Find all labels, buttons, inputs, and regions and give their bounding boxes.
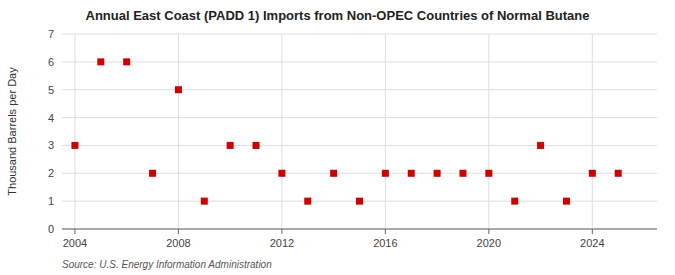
y-tick-label: 0 xyxy=(48,223,54,235)
x-tick xyxy=(488,229,489,234)
chart-container: Annual East Coast (PADD 1) Imports from … xyxy=(0,0,675,275)
points: 2004: 3 2005: 6 2006: 6 2007: 2 2008: 5 2009:… xyxy=(71,58,621,204)
point: 2005: 6 xyxy=(97,58,104,65)
x-tick-label: 2024 xyxy=(580,237,604,249)
point: 2018: 2 xyxy=(434,170,441,177)
x-tick-label: 2008 xyxy=(166,237,190,249)
y-tick-label: 7 xyxy=(48,28,54,40)
point: 2023: 1 xyxy=(563,198,570,205)
x-axis-line xyxy=(62,229,657,230)
y-axis-label: Thousand Barrels per Day xyxy=(6,67,18,196)
point: 2013: 1 xyxy=(304,198,311,205)
x-tick xyxy=(592,229,593,234)
x-grid-line xyxy=(178,34,179,229)
y-grid-line xyxy=(62,117,657,118)
title: Annual East Coast (PADD 1) Imports from … xyxy=(86,8,590,23)
point: 2017: 2 xyxy=(408,170,415,177)
y-tick-label: 5 xyxy=(48,84,54,96)
chart-svg: Annual East Coast (PADD 1) Imports from … xyxy=(0,0,675,275)
y-grid-line xyxy=(62,145,657,146)
point: 2021: 1 xyxy=(511,198,518,205)
point: 2014: 2 xyxy=(330,170,337,177)
point: 2016: 2 xyxy=(382,170,389,177)
y-grid-line xyxy=(62,34,657,35)
x-grid-line xyxy=(488,34,489,229)
x-tick-label: 2012 xyxy=(270,237,294,249)
x-grid-line xyxy=(281,34,282,229)
point: 2019: 2 xyxy=(459,170,466,177)
point: 2022: 3 xyxy=(537,142,544,149)
point: 2009: 1 xyxy=(201,198,208,205)
y-tick-label: 6 xyxy=(48,56,54,68)
point: 2006: 6 xyxy=(123,58,130,65)
x-tick xyxy=(281,229,282,234)
x-tick-label: 2004 xyxy=(63,237,87,249)
point: 2008: 5 xyxy=(175,86,182,93)
x-grid-line xyxy=(74,34,75,229)
point: 2007: 2 xyxy=(149,170,156,177)
y-grid-line xyxy=(62,229,657,230)
y-grid-line xyxy=(62,61,657,62)
x-tick xyxy=(178,229,179,234)
x-tick-label: 2020 xyxy=(477,237,501,249)
y-tick-label: 4 xyxy=(48,112,54,124)
point: 2010: 3 xyxy=(227,142,234,149)
y-grid-line xyxy=(62,89,657,90)
x-tick xyxy=(74,229,75,234)
point: 2015: 1 xyxy=(356,198,363,205)
y-tick-label: 3 xyxy=(48,139,54,151)
x-tick-label: 2016 xyxy=(373,237,397,249)
point: 2025: 2 xyxy=(615,170,622,177)
x-grid-line xyxy=(385,34,386,229)
x-grid-line xyxy=(592,34,593,229)
source-note: Source: U.S. Energy Information Administ… xyxy=(62,259,272,270)
y-tick-label: 1 xyxy=(48,195,54,207)
point: 2020: 2 xyxy=(485,170,492,177)
x-tick xyxy=(385,229,386,234)
point: 2024: 2 xyxy=(589,170,596,177)
point: 2004: 3 xyxy=(71,142,78,149)
point: 2011: 3 xyxy=(253,142,260,149)
axes: 0 1 2 3 4 5 6 7 2004 2008 2012 2016 2020 2024 xyxy=(48,28,657,249)
point: 2012: 2 xyxy=(278,170,285,177)
grid xyxy=(62,34,657,229)
y-tick-label: 2 xyxy=(48,167,54,179)
